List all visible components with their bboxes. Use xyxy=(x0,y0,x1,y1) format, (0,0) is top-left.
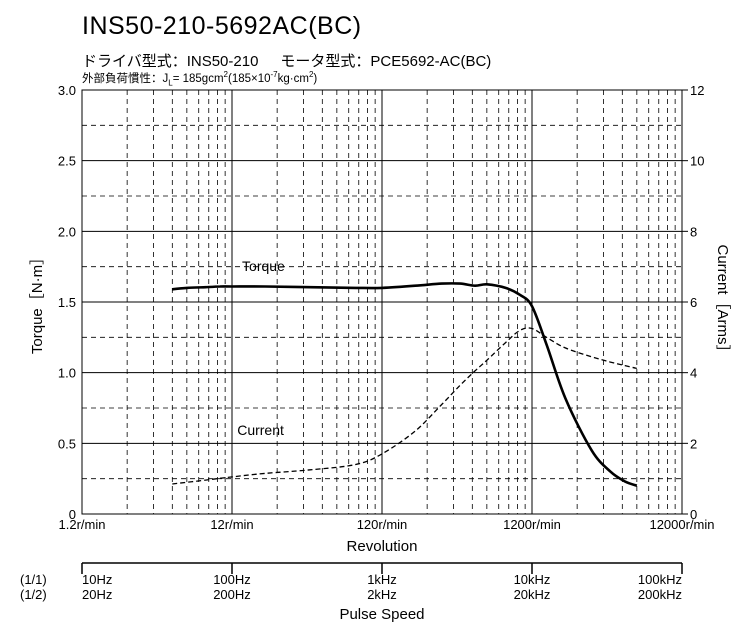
driver-model-label: ドライバ型式：INS50-210 xyxy=(82,53,259,70)
load-inertia-label: 外部負荷慣性：JL= 185gcm2(185×10-7kg·cm2) xyxy=(82,70,317,87)
right-tick-label: 6 xyxy=(690,295,697,310)
motor-model-label: モータ型式：PCE5692-AC(BC) xyxy=(280,53,492,70)
x-axis-ticks: 1.2r/min 12r/min 120r/min 1200r/min 12000r/m… xyxy=(59,517,715,532)
pulse-tick-label-row2: 20kHz xyxy=(514,587,551,602)
pulse-speed-title: Pulse Speed xyxy=(339,606,424,623)
left-axis-title: Torque［N·m］ xyxy=(29,250,46,354)
current-series-line xyxy=(172,327,637,485)
pulse-tick-label-row2: 200Hz xyxy=(213,587,251,602)
right-tick-label: 12 xyxy=(690,83,704,98)
left-tick-label: 1.5 xyxy=(58,295,76,310)
left-tick-label: 0.5 xyxy=(58,436,76,451)
pulse-tick-label-row1: 1kHz xyxy=(367,572,397,587)
major-grid xyxy=(82,90,682,514)
left-tick-label: 2.5 xyxy=(58,154,76,169)
pulse-tick-label-row2: 20Hz xyxy=(82,587,112,602)
torque-series-label: Torque xyxy=(242,258,285,274)
left-tick-label: 0 xyxy=(69,507,76,522)
left-axis-ticks: 0 0.5 1.0 1.5 2.0 2.5 3.0 xyxy=(58,83,76,522)
pulse-tick-label-row1: 100Hz xyxy=(213,572,251,587)
x-tick-label: 1.2r/min xyxy=(59,517,106,532)
inertia-paren-open: (185×10 xyxy=(227,73,271,85)
inertia-label-text: 外部負荷慣性：J xyxy=(82,73,169,85)
inertia-paren-unit: kg·cm xyxy=(277,73,309,85)
inertia-paren-close: ) xyxy=(313,73,318,85)
series-layer xyxy=(172,282,638,487)
pulse-tick-label-row1: 10Hz xyxy=(82,572,112,587)
inertia-superscript: 2 xyxy=(223,70,228,80)
inertia-paren-superscript: 2 xyxy=(308,70,314,80)
right-tick-label: 10 xyxy=(690,154,704,169)
pulse-tick-label-row1: 100kHz xyxy=(638,572,682,587)
inertia-exponent: -7 xyxy=(270,70,278,80)
pulse-tick-label-row1: 10kHz xyxy=(514,572,551,587)
right-axis-ticks: 0 2 4 6 8 10 12 xyxy=(682,83,704,522)
right-axis-title: Current［Arms］ xyxy=(714,244,731,359)
x-tick-label: 12r/min xyxy=(210,517,253,532)
right-tick-label: 4 xyxy=(690,366,697,381)
pulse-tick-label-row2: 2kHz xyxy=(367,587,397,602)
x-axis-title: Revolution xyxy=(347,538,418,555)
torque-series-line xyxy=(172,282,638,487)
x-tick-label: 12000r/min xyxy=(649,517,714,532)
right-tick-label: 2 xyxy=(690,436,697,451)
inertia-value: = 185gcm xyxy=(172,73,224,85)
pulse-tick-label-row2: 200kHz xyxy=(638,587,682,602)
right-tick-label: 8 xyxy=(690,224,697,239)
x-tick-label: 120r/min xyxy=(357,517,408,532)
chart-subtitle: ドライバ型式：INS50-210 モータ型式：PCE5692-AC(BC) xyxy=(82,50,491,71)
inertia-subscript: L xyxy=(168,78,173,88)
pulse-ratio-label-1-1: (1/1) xyxy=(20,572,47,587)
pulse-ratio-label-1-2: (1/2) xyxy=(20,587,47,602)
left-tick-label: 3.0 xyxy=(58,83,76,98)
left-tick-label: 1.0 xyxy=(58,366,76,381)
chart-title: INS50-210-5692AC(BC) xyxy=(82,12,362,40)
current-series-label: Current xyxy=(237,422,284,438)
right-tick-label: 0 xyxy=(690,507,697,522)
x-tick-label: 1200r/min xyxy=(503,517,561,532)
left-tick-label: 2.0 xyxy=(58,224,76,239)
